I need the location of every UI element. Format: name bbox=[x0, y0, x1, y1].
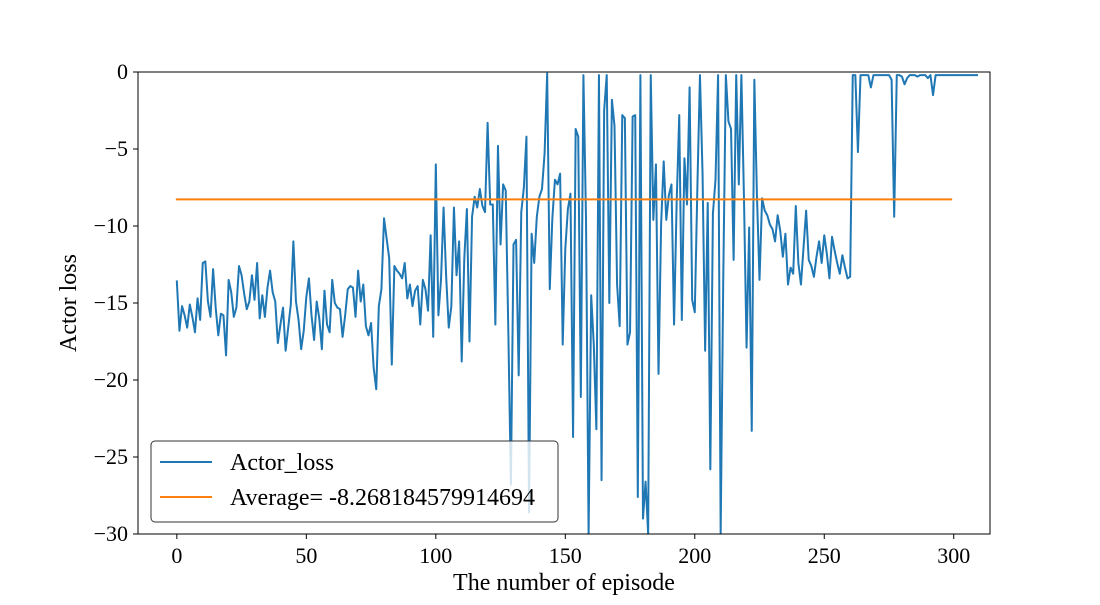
legend-label-actor-loss: Actor_loss bbox=[230, 450, 334, 476]
legend-label-average: Average= -8.268184579914694 bbox=[230, 485, 535, 511]
y-tick-label: −20 bbox=[94, 367, 128, 392]
x-tick-label: 100 bbox=[419, 543, 452, 568]
y-tick-label: −5 bbox=[105, 136, 128, 161]
series-layer bbox=[175, 72, 979, 534]
legend: Actor_loss Average= -8.268184579914694 bbox=[150, 440, 559, 523]
y-tick-label: −10 bbox=[94, 213, 128, 238]
actor-loss-series-line bbox=[175, 72, 979, 534]
y-tick-label: −25 bbox=[94, 444, 128, 469]
y-tick-label: −30 bbox=[94, 521, 128, 546]
x-axis-label: The number of episode bbox=[453, 570, 675, 596]
x-tick-label: 0 bbox=[171, 543, 182, 568]
legend-frame bbox=[150, 440, 559, 523]
x-tick-label: 150 bbox=[549, 543, 582, 568]
x-tick-label: 250 bbox=[808, 543, 841, 568]
x-axis: 0 50 100 150 200 250 300 bbox=[171, 534, 970, 568]
y-axis-label: Actor loss bbox=[56, 254, 82, 352]
y-tick-label: −15 bbox=[94, 290, 128, 315]
y-tick-label: 0 bbox=[117, 59, 128, 84]
x-tick-label: 200 bbox=[678, 543, 711, 568]
x-tick-label: 300 bbox=[937, 543, 970, 568]
x-tick-label: 50 bbox=[295, 543, 317, 568]
y-axis: 0 −5 −10 −15 −20 −25 −30 bbox=[94, 59, 138, 546]
